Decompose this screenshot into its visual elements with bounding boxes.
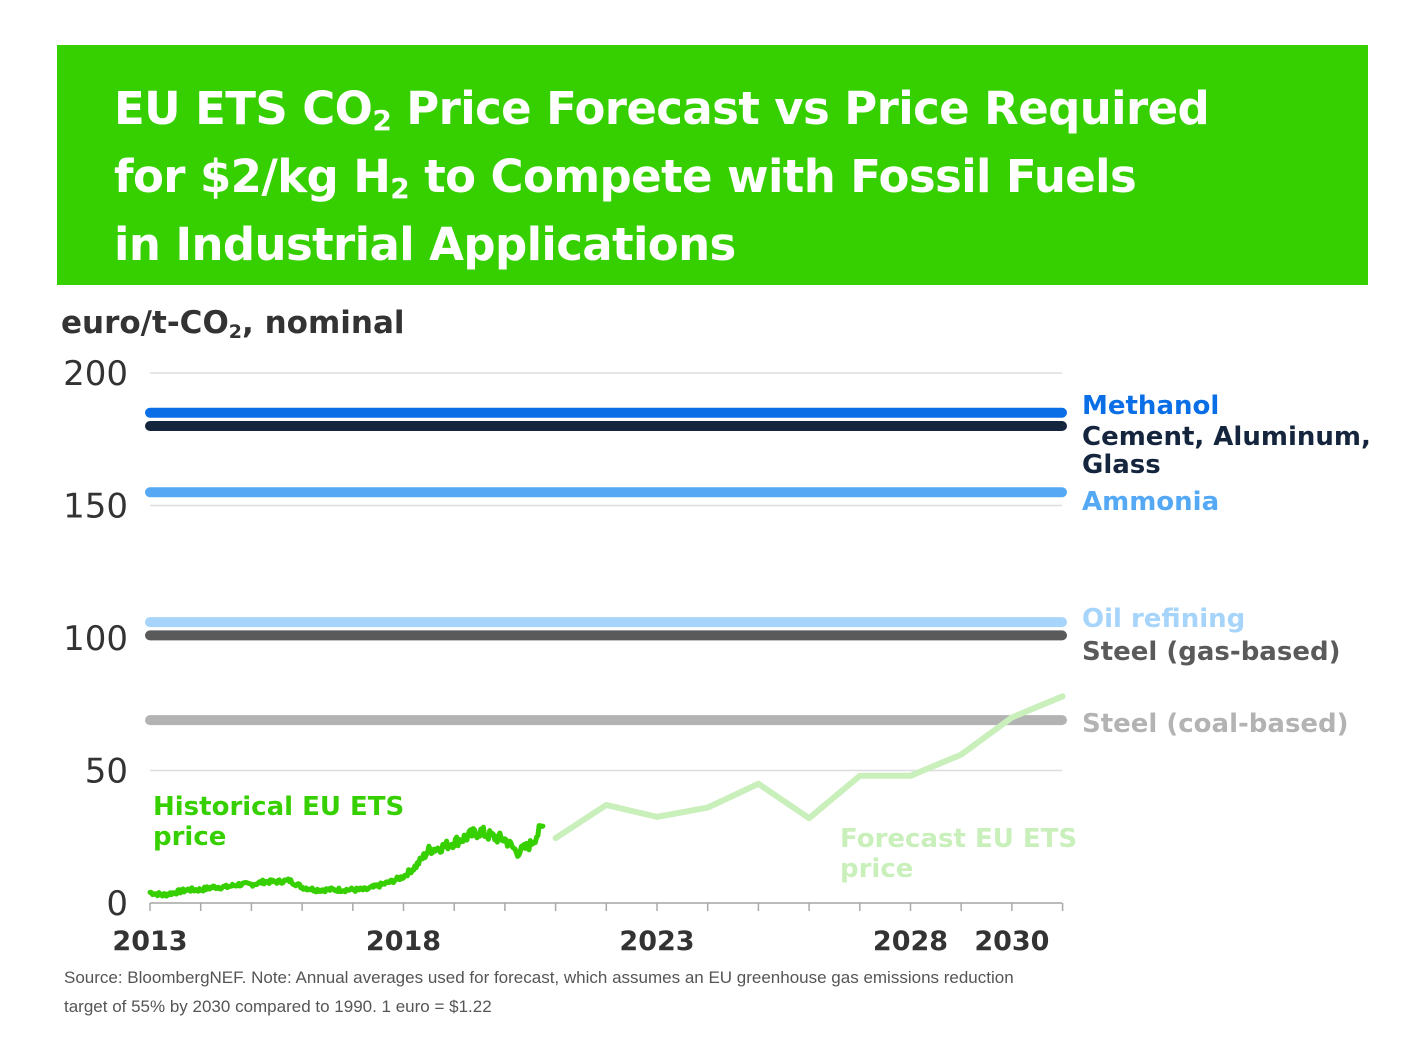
source-line-1: Source: BloombergNEF. Note: Annual avera… <box>64 968 1014 987</box>
title-line-1: EU ETS CO2 Price Forecast vs Price Requi… <box>114 82 1210 137</box>
threshold-label: Cement, Aluminum, Glass <box>1082 422 1371 480</box>
y-tick-label: 200 <box>63 354 128 394</box>
source-note: Source: BloombergNEF. Note: Annual avera… <box>64 963 1324 1021</box>
threshold-label: Ammonia <box>1082 487 1219 517</box>
threshold-label-line: Methanol <box>1082 391 1219 421</box>
y-tick-label: 50 <box>85 752 128 792</box>
x-tick-label: 2030 <box>974 926 1049 957</box>
threshold-label-line: Steel (gas-based) <box>1082 637 1340 667</box>
historical-price-line <box>147 823 546 899</box>
threshold-label: Steel (gas-based) <box>1082 637 1340 667</box>
title-line-3: in Industrial Applications <box>114 218 736 271</box>
x-axis: 2013 2018 2023 2028 2030 <box>112 902 1064 957</box>
threshold-label-line: Cement, Aluminum, <box>1082 422 1371 452</box>
y-tick-label: 150 <box>63 487 128 527</box>
threshold-label: Oil refining <box>1082 604 1245 634</box>
source-line-2: target of 55% by 2030 compared to 1990. … <box>64 997 492 1016</box>
threshold-label-line: Steel (coal-based) <box>1082 709 1349 739</box>
forecast-annotation-line: Forecast EU ETS <box>840 824 1077 854</box>
forecast-annotation: Forecast EU ETS price <box>840 824 1077 884</box>
threshold-label-line: Ammonia <box>1082 487 1219 517</box>
title-line-2: for $2/kg H2 to Compete with Fossil Fuel… <box>114 150 1137 205</box>
price-series <box>147 693 1066 899</box>
forecast-price-line <box>552 693 1066 842</box>
title-banner: EU ETS CO2 Price Forecast vs Price Requi… <box>57 45 1368 285</box>
forecast-annotation-line: price <box>840 854 913 884</box>
y-tick-label: 0 <box>106 884 128 924</box>
threshold-lines <box>145 407 1067 726</box>
historical-annotation: Historical EU ETS price <box>153 792 404 852</box>
x-tick-label: 2023 <box>619 926 694 957</box>
threshold-label-line: Oil refining <box>1082 604 1245 634</box>
x-tick-label: 2028 <box>873 926 948 957</box>
historical-annotation-line: price <box>153 822 226 852</box>
y-axis-unit-label: euro/t-CO2, nominal <box>61 305 405 343</box>
threshold-label: Steel (coal-based) <box>1082 709 1349 739</box>
y-tick-label: 100 <box>63 619 128 659</box>
x-tick-label: 2013 <box>112 926 187 957</box>
threshold-label-line: Glass <box>1082 450 1161 480</box>
threshold-label: Methanol <box>1082 391 1219 421</box>
x-tick-label: 2018 <box>366 926 441 957</box>
historical-annotation-line: Historical EU ETS <box>153 792 404 822</box>
